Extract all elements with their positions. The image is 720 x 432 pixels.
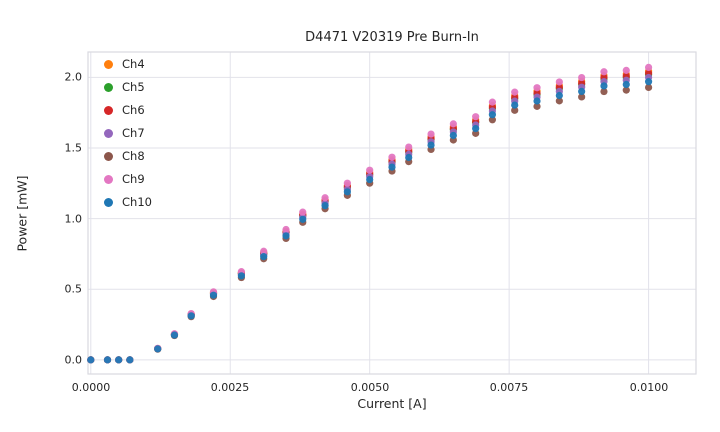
- legend-item-ch6: Ch6: [104, 103, 152, 117]
- legend: Ch4 Ch5 Ch6 Ch7 Ch8 Ch9 Ch10: [104, 57, 152, 209]
- legend-item-ch8: Ch8: [104, 149, 152, 163]
- y-tick-label: 1.0: [64, 212, 83, 226]
- chart-title: D4471 V20319 Pre Burn-In: [305, 30, 479, 45]
- legend-item-ch9: Ch9: [104, 172, 152, 186]
- legend-label: Ch10: [122, 195, 152, 209]
- legend-marker-icon: [104, 128, 113, 138]
- x-tick-label: 0.0100: [629, 381, 669, 394]
- legend-marker-icon: [104, 105, 113, 115]
- legend-label: Ch4: [122, 57, 145, 71]
- y-tick-label: 2.0: [64, 70, 83, 84]
- legend-marker-icon: [104, 151, 113, 161]
- y-axis-label: Power [mW]: [14, 175, 30, 252]
- legend-label: Ch5: [122, 80, 145, 94]
- y-tick-label: 0.5: [64, 282, 83, 296]
- x-tick-label: 0.0000: [71, 381, 111, 394]
- x-tick-label: 0.0075: [489, 381, 529, 394]
- legend-marker-icon: [104, 59, 113, 69]
- x-tick-label: 0.0025: [210, 381, 250, 394]
- legend-label: Ch8: [122, 149, 145, 163]
- legend-item-ch5: Ch5: [104, 80, 152, 94]
- x-axis-label: Current [A]: [357, 396, 427, 411]
- legend-item-ch4: Ch4: [104, 57, 152, 71]
- legend-marker-icon: [104, 197, 113, 207]
- y-tick-label: 0.0: [64, 353, 83, 367]
- legend-item-ch7: Ch7: [104, 126, 152, 140]
- legend-marker-icon: [104, 82, 113, 92]
- legend-label: Ch7: [122, 126, 145, 140]
- legend-marker-icon: [104, 174, 113, 184]
- legend-label: Ch9: [122, 172, 145, 186]
- x-tick-label: 0.0050: [350, 381, 390, 394]
- legend-label: Ch6: [122, 103, 145, 117]
- y-tick-label: 1.5: [64, 141, 83, 155]
- legend-item-ch10: Ch10: [104, 195, 152, 209]
